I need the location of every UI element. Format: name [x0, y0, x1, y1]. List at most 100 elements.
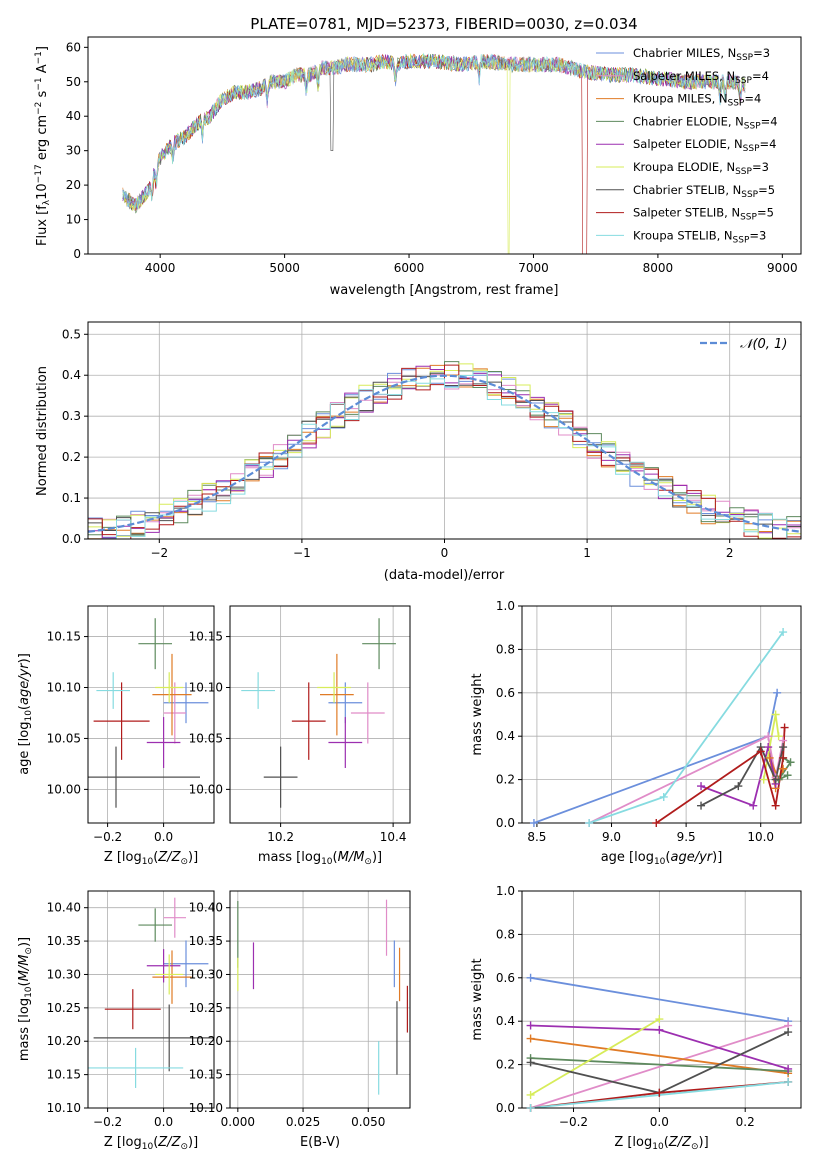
legend-text: =3: [753, 46, 770, 60]
mass-z-panel: −0.2 0.0 10.10 10.15 10.20 10.25 10.30 10.35 10.…: [17, 890, 215, 1152]
mw-z-panel: −0.2 0.0 0.2 0.0 0.2 0.4 0.6 0.8 1.0 Z [log10(Z/Z…: [470, 884, 802, 1152]
spectrum-panel-xtick-label: 9000: [767, 261, 798, 275]
spectrum-panel-xtick-label: 7000: [518, 261, 549, 275]
hist-panel-ytick-label: 0.4: [62, 368, 81, 382]
ml-sub: ⊙: [24, 947, 34, 955]
mw-z-panel-frame: [521, 890, 802, 1109]
spectrum-panel-frame: [87, 36, 802, 255]
zl: (: [153, 850, 158, 865]
normal-curve: [88, 374, 801, 533]
age-z-panel-ytick-label: 10.10: [47, 681, 81, 695]
mass-ebv-panel-ytick-label: 10.15: [189, 1068, 223, 1082]
mass-z-panel-ylabel: mass [log10(M/M⊙)]: [17, 937, 34, 1061]
mass-ebv-panel-body: [237, 899, 408, 1095]
age-z-panel-xtick-label: −0.2: [93, 830, 122, 844]
al-sub: 10: [24, 710, 34, 722]
zl: Z [log: [614, 1135, 652, 1150]
legend-text: =4: [752, 69, 769, 83]
hist-legend-label: 𝒩(0, 1): [740, 337, 787, 352]
mw-age-panel-marker-6: [771, 775, 780, 784]
ml: )]: [17, 937, 32, 947]
figure-title: PLATE=0781, MJD=52373, FIBERID=0030, z=0…: [250, 15, 637, 33]
ylabel-text: s: [35, 90, 50, 101]
mw-z-panel-ytick-label: 0.0: [496, 1101, 515, 1115]
legend-sub: SSP: [744, 121, 761, 131]
mw-age-panel-ytick-label: 0.2: [496, 773, 515, 787]
hist-panel-xtick-label: −1: [293, 546, 311, 560]
ml-sub: ⊙: [364, 857, 372, 867]
zl-sub: 10: [142, 857, 154, 867]
mw-age-panel-ytick-label: 0.6: [496, 686, 515, 700]
mw-age-panel-ytick-label: 0.0: [496, 816, 515, 830]
mw-age-panel-marker-3: [783, 771, 792, 780]
spectrum-legend-label-7: Salpeter STELIB, NSSP=5: [633, 206, 774, 223]
mass-ebv-panel-frame: [229, 890, 411, 1109]
spectrum-panel-xtick-label: 4000: [145, 261, 176, 275]
mass-ebv-panel-ytick-label: 10.35: [189, 934, 223, 948]
ml-sub: 10: [24, 986, 34, 998]
mw-z-panel-xlabel: Z [log10(Z/Z⊙)]: [614, 1135, 708, 1152]
ylabel-text: ]: [35, 46, 50, 51]
zl-it: Z/Z: [157, 850, 181, 865]
legend-text: =5: [758, 183, 775, 197]
spectrum-series-8: [122, 52, 746, 210]
spectrum-panel-body: [122, 52, 746, 254]
spectrum-legend-label-2: Kroupa MILES, NSSP=4: [633, 92, 761, 109]
spectrum-panel-xtick-label: 5000: [269, 261, 300, 275]
mass-ebv-panel: 0.000 0.025 0.050 10.10 10.15 10.20 10.25 10.30…: [189, 890, 411, 1150]
spectrum-panel-ytick-label: 20: [66, 178, 81, 192]
al: age [log: [601, 850, 654, 865]
al: age [log: [17, 722, 32, 775]
ml: (: [17, 981, 32, 986]
zl: )]: [188, 850, 198, 865]
mass-z-panel-ytick-label: 10.25: [47, 1001, 81, 1015]
ml-it: M/M: [17, 955, 32, 982]
mass-ebv-panel-ytick-label: 10.25: [189, 1001, 223, 1015]
legend-sub: SSP: [733, 235, 750, 245]
spectrum-panel: 4000 5000 6000 7000 8000 9000 0 10 20 30 40 50 60 Cha…: [34, 36, 802, 298]
hist-panel-ytick-label: 0.1: [62, 491, 81, 505]
mass-z-panel-xtick-label: −0.2: [93, 1115, 122, 1129]
zl: Z [log: [104, 850, 142, 865]
mw-z-panel-marker-0: [526, 973, 535, 982]
hist-panel-xtick-label: 2: [726, 546, 734, 560]
mw-z-panel-series-1: [530, 1024, 789, 1108]
zl-sub: ⊙: [180, 1142, 188, 1152]
age-z-panel-ytick-label: 10.00: [47, 782, 81, 796]
mass-ebv-panel-ytick-label: 10.20: [189, 1034, 223, 1048]
mw-z-panel-marker-8: [526, 1104, 535, 1112]
hist-panel-xtick-label: 0: [441, 546, 449, 560]
mw-age-panel-marker-5: [759, 775, 768, 784]
mw-z-panel-marker-5: [655, 1015, 664, 1024]
spectrum-panel-ytick-label: 0: [73, 247, 81, 261]
hist-panel-body: [88, 361, 801, 539]
spectrum-ylabel: Flux [fλ10−17 erg cm−2 s−1 A−1]: [34, 46, 52, 246]
mass-z-panel-ytick-label: 10.15: [47, 1068, 81, 1082]
legend-text: Salpeter MILES, N: [633, 69, 735, 83]
spectrum-legend-label-6: Chabrier STELIB, NSSP=5: [633, 183, 775, 200]
legend-text: Chabrier STELIB, N: [633, 183, 741, 197]
age-mass-panel-xtick-label: 10.2: [267, 830, 294, 844]
mass-z-panel-body: [88, 897, 214, 1088]
zl-it: Z/Z: [668, 1135, 692, 1150]
hist-series-8: [88, 371, 801, 539]
hist-panel-xtick-label: −2: [150, 546, 168, 560]
legend-text: Chabrier ELODIE, N: [633, 114, 744, 128]
mass-z-panel-ytick-label: 10.10: [47, 1101, 81, 1115]
mw-age-panel-xtick-label: 9.0: [602, 830, 621, 844]
spectrum-legend-label-8: Kroupa STELIB, NSSP=3: [633, 228, 766, 245]
zl: Z [log: [104, 1135, 142, 1150]
spectrum-panel-xtick-label: 8000: [643, 261, 674, 275]
zl-it: Z/Z: [157, 1135, 181, 1150]
hist-panel-ytick-label: 0.2: [62, 450, 81, 464]
legend-text: =4: [761, 114, 778, 128]
mw-age-panel-xlabel: age [log10(age/yr)]: [601, 850, 723, 867]
mw-z-panel-marker-2: [526, 1034, 535, 1043]
ylabel-text: A: [35, 64, 50, 77]
mw-z-panel-marker-6: [784, 1028, 793, 1037]
age-mass-panel-ytick-label: 10.15: [189, 630, 223, 644]
legend-text: Salpeter STELIB, N: [633, 206, 740, 220]
al: (: [665, 850, 670, 865]
mw-age-panel-ytick-label: 1.0: [496, 599, 515, 613]
